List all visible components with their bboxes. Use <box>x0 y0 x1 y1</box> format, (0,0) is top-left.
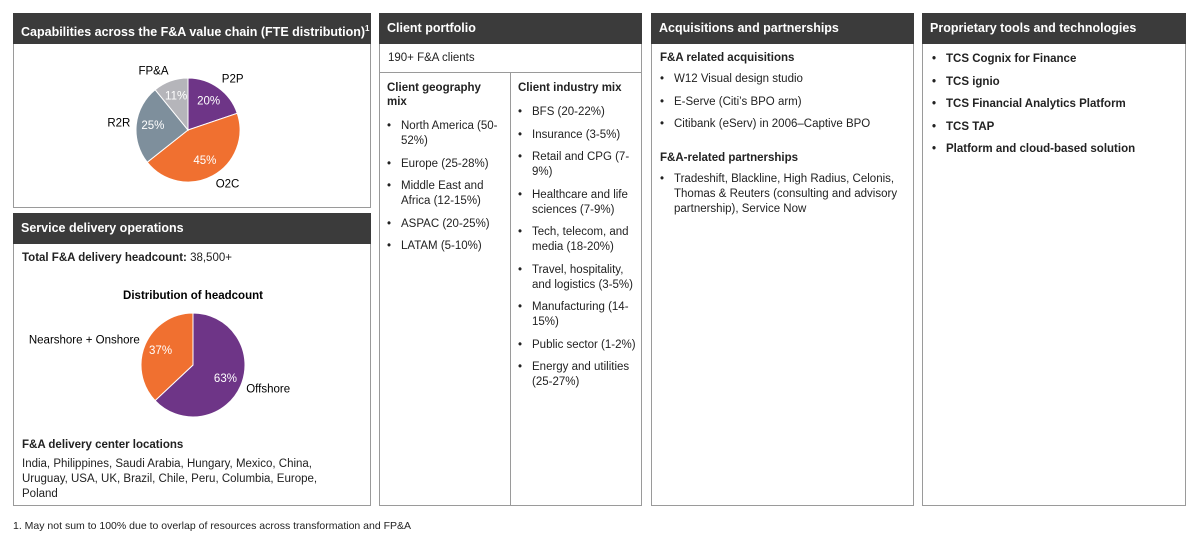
panel-title: Service delivery operations <box>21 221 184 235</box>
list-item: Insurance (3-5%) <box>518 128 638 143</box>
acquisitions-panel: Acquisitions and partnerships F&A relate… <box>651 13 914 506</box>
slice-value-label: 25% <box>141 120 164 132</box>
client-summary: 190+ F&A clients <box>388 52 475 64</box>
industry-list: BFS (20-22%) Insurance (3-5%) Retail and C… <box>518 105 638 390</box>
pie-slice <box>154 312 246 418</box>
list-item: Tech, telecom, and media (18-20%) <box>518 225 638 255</box>
panel-title: Acquisitions and partnerships <box>659 21 839 35</box>
tools-panel: Proprietary tools and technologies TCS C… <box>922 13 1186 506</box>
list-item: BFS (20-22%) <box>518 105 638 120</box>
headcount: Total F&A delivery headcount: 38,500+ <box>22 252 232 264</box>
list-item: W12 Visual design studio <box>660 72 908 87</box>
pie-slice <box>140 312 194 402</box>
list-item: Public sector (1-2%) <box>518 338 638 353</box>
panel-header: Acquisitions and partnerships <box>651 13 914 44</box>
pie-slice <box>146 112 241 183</box>
geography-list: North America (50-52%) Europe (25-28%) Mid… <box>387 119 502 254</box>
list-item: LATAM (5-10%) <box>387 239 502 254</box>
list-item: Tradeshift, Blackline, High Radius, Celo… <box>660 172 908 217</box>
headcount-label: Total F&A delivery headcount: <box>22 252 187 264</box>
panel-title: Client portfolio <box>387 21 476 35</box>
partnerships-list: Tradeshift, Blackline, High Radius, Celo… <box>660 172 908 217</box>
panel-header: Service delivery operations <box>13 213 371 244</box>
slice-value-label: 20% <box>197 95 220 107</box>
footnote: 1. May not sum to 100% due to overlap of… <box>13 520 412 532</box>
slice-value-label: 11% <box>165 91 187 103</box>
list-item: Energy and utilities (25-27%) <box>518 360 638 390</box>
panel-title: Capabilities across the F&A value chain … <box>21 25 366 40</box>
list-item: TCS TAP <box>932 120 1180 135</box>
acquisitions-list: W12 Visual design studio E-Serve (Citi’s … <box>660 72 908 132</box>
slice-value-label: 63% <box>214 373 237 385</box>
panel-title: Proprietary tools and technologies <box>930 21 1137 35</box>
section-title: F&A-related partnerships <box>660 152 799 164</box>
pie-chart: 20%P2P 45%O2C 25% R2R 11% FP&A <box>107 66 244 191</box>
list-item: Middle East and Africa (12-15%) <box>387 179 502 209</box>
list-item: TCS ignio <box>932 75 1180 90</box>
slice-value-label: 37% <box>149 345 172 357</box>
list-item: Retail and CPG (7-9%) <box>518 150 638 180</box>
list-item: Europe (25-28%) <box>387 157 502 172</box>
headcount-value: 38,500+ <box>190 252 232 264</box>
list-item: North America (50-52%) <box>387 119 502 149</box>
slice-category-label: O2C <box>216 179 240 191</box>
slice-category-label: P2P <box>222 74 244 86</box>
client-portfolio-panel: Client portfolio 190+ F&A clients Client… <box>379 13 642 506</box>
capabilities-panel: Capabilities across the F&A value chain … <box>13 13 371 208</box>
chart-title: Distribution of headcount <box>123 290 263 302</box>
service-delivery-panel: Service delivery operations Total F&A de… <box>13 213 371 506</box>
list-item: TCS Cognix for Finance <box>932 52 1180 67</box>
tools-list: TCS Cognix for Finance TCS ignio TCS Finan… <box>932 52 1180 165</box>
locations-text: India, Philippines, Saudi Arabia, Hungar… <box>22 458 318 500</box>
list-item: Travel, hospitality, and logistics (3-5%… <box>518 263 638 293</box>
panel-header: Capabilities across the F&A value chain … <box>13 13 371 44</box>
list-item: ASPAC (20-25%) <box>387 217 502 232</box>
list-item: E-Serve (Citi’s BPO arm) <box>660 95 908 110</box>
divider <box>510 72 511 505</box>
slice-value-label: 45% <box>193 155 216 167</box>
pie-slice <box>154 77 189 132</box>
list-item: Citibank (eServ) in 2006–Captive BPO <box>660 117 908 132</box>
pie-chart: Distribution of headcount 63% Offshore 37% N… <box>29 290 290 418</box>
panel-header: Client portfolio <box>379 13 642 44</box>
slice-category-label: Nearshore + Onshore <box>29 334 140 346</box>
list-item: Platform and cloud-based solution <box>932 142 1180 157</box>
footnote-mark: 1 <box>365 24 370 33</box>
column-title: Client geography mix <box>387 82 481 108</box>
locations-title: F&A delivery center locations <box>22 439 184 451</box>
section-title: F&A related acquisitions <box>660 52 795 64</box>
slice-category-label: R2R <box>107 117 130 129</box>
panel-header: Proprietary tools and technologies <box>922 13 1186 44</box>
column-title: Client industry mix <box>518 82 622 94</box>
list-item: Manufacturing (14-15%) <box>518 300 638 330</box>
slice-category-label: FP&A <box>138 66 168 78</box>
slice-category-label: Offshore <box>246 384 290 396</box>
list-item: TCS Financial Analytics Platform <box>932 97 1180 112</box>
pie-slice <box>135 89 189 163</box>
list-item: Healthcare and life sciences (7-9%) <box>518 188 638 218</box>
